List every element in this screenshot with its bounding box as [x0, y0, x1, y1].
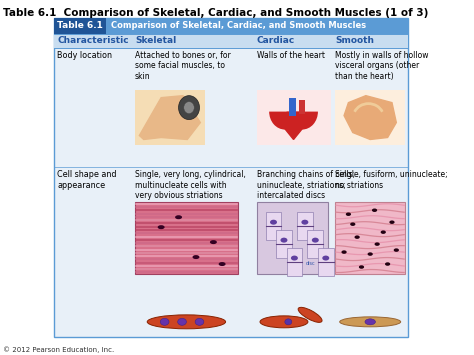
Bar — [265, 212, 282, 240]
Wedge shape — [287, 111, 318, 130]
Ellipse shape — [147, 315, 226, 329]
Ellipse shape — [359, 265, 364, 269]
Text: Single, fusiform, uninucleate;
no striations: Single, fusiform, uninucleate; no striat… — [335, 170, 448, 190]
Bar — [257, 90, 331, 145]
Ellipse shape — [341, 250, 346, 254]
Bar — [54, 18, 106, 34]
Ellipse shape — [158, 225, 164, 229]
Text: Mostly in walls of hollow
visceral organs (other
than the heart): Mostly in walls of hollow visceral organ… — [335, 51, 429, 81]
Circle shape — [179, 95, 200, 120]
Text: Cell shape and
appearance: Cell shape and appearance — [57, 170, 117, 190]
Ellipse shape — [365, 319, 375, 325]
Ellipse shape — [381, 230, 386, 234]
Polygon shape — [344, 95, 396, 140]
Bar — [135, 202, 238, 274]
Bar — [54, 18, 408, 337]
Ellipse shape — [285, 319, 292, 325]
Bar — [54, 34, 408, 48]
Bar — [297, 212, 313, 240]
Circle shape — [184, 102, 194, 114]
Ellipse shape — [312, 237, 319, 242]
Ellipse shape — [298, 307, 322, 322]
Text: Branching chains of cells;
uninucleate, striations;
intercalated discs: Branching chains of cells; uninucleate, … — [257, 170, 355, 200]
Text: Characteristic: Characteristic — [57, 36, 129, 45]
Ellipse shape — [175, 215, 182, 219]
Text: Cardiac: Cardiac — [257, 36, 295, 45]
Text: Attached to bones or, for
some facial muscles, to
skin: Attached to bones or, for some facial mu… — [135, 51, 231, 81]
Ellipse shape — [385, 262, 390, 266]
Bar — [335, 202, 405, 274]
Ellipse shape — [160, 318, 169, 325]
Ellipse shape — [270, 220, 277, 225]
Ellipse shape — [394, 248, 399, 252]
Ellipse shape — [301, 220, 309, 225]
Ellipse shape — [291, 256, 298, 261]
Text: Table 6.1: Table 6.1 — [57, 21, 103, 31]
Text: © 2012 Pearson Education, Inc.: © 2012 Pearson Education, Inc. — [3, 347, 115, 354]
Ellipse shape — [260, 316, 308, 328]
Ellipse shape — [219, 262, 226, 266]
Polygon shape — [139, 95, 201, 140]
Text: disc: disc — [306, 261, 315, 266]
Text: Comparison of Skeletal, Cardiac, and Smooth Muscles: Comparison of Skeletal, Cardiac, and Smo… — [111, 21, 366, 31]
Ellipse shape — [346, 213, 351, 216]
Ellipse shape — [355, 235, 360, 239]
Ellipse shape — [367, 252, 373, 256]
Text: Smooth: Smooth — [335, 36, 374, 45]
Text: Body location: Body location — [57, 51, 112, 60]
Bar — [289, 98, 296, 116]
Ellipse shape — [195, 318, 204, 325]
Ellipse shape — [389, 220, 394, 224]
Ellipse shape — [374, 242, 380, 246]
Bar — [299, 100, 305, 114]
Ellipse shape — [178, 318, 186, 325]
Text: Table 6.1  Comparison of Skeletal, Cardiac, and Smooth Muscles (1 of 3): Table 6.1 Comparison of Skeletal, Cardia… — [3, 8, 429, 18]
Polygon shape — [273, 114, 314, 140]
Ellipse shape — [372, 208, 377, 212]
Text: Walls of the heart: Walls of the heart — [257, 51, 325, 60]
Ellipse shape — [322, 256, 329, 261]
Ellipse shape — [192, 255, 200, 259]
Wedge shape — [269, 111, 301, 130]
Bar — [308, 230, 323, 258]
Bar — [318, 248, 334, 276]
Bar — [287, 248, 302, 276]
Bar — [335, 90, 405, 145]
Text: Skeletal: Skeletal — [135, 36, 176, 45]
Bar — [257, 202, 328, 274]
Text: Single, very long, cylindrical,
multinucleate cells with
very obvious striations: Single, very long, cylindrical, multinuc… — [135, 170, 246, 200]
Ellipse shape — [210, 240, 217, 244]
Bar — [135, 90, 205, 145]
Bar — [276, 230, 292, 258]
Ellipse shape — [281, 237, 287, 242]
Ellipse shape — [350, 223, 356, 226]
Bar — [54, 18, 408, 34]
Ellipse shape — [340, 317, 401, 327]
